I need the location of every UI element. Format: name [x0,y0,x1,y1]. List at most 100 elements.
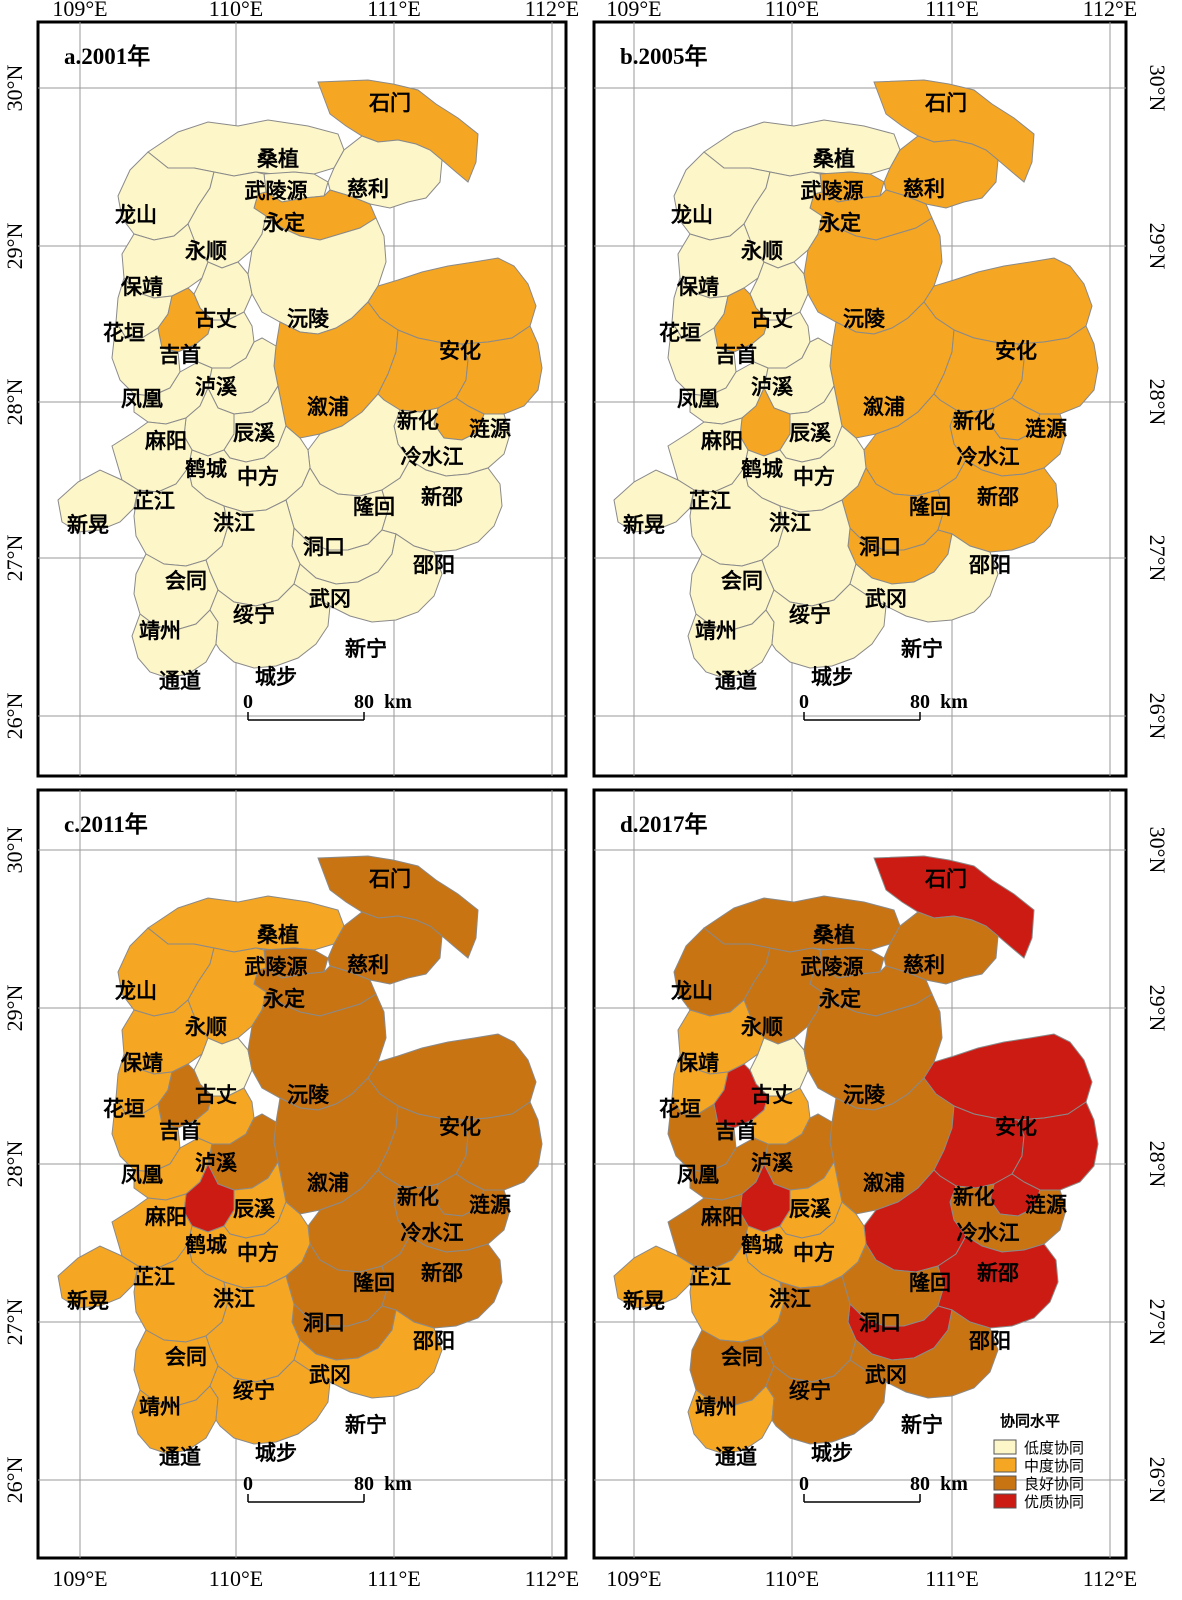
lat-label: 28°N [1145,1141,1170,1188]
place-label: 沅陵 [843,307,886,331]
region-城步 [209,583,331,669]
scale-end: 80 [354,691,374,713]
place-label: 花垣 [103,1097,145,1121]
place-label: 新宁 [345,637,387,661]
region-涟源 [1011,325,1099,415]
lon-label: 112°E [1083,1566,1137,1591]
place-label: 溆浦 [307,395,349,419]
place-label: 武冈 [309,587,351,611]
place-label: 通道 [159,1445,201,1469]
place-label: 新邵 [977,1261,1019,1285]
lat-label: 27°N [2,535,27,582]
place-label: 桑植 [813,923,855,947]
place-label: 芷江 [689,1265,731,1289]
lon-label: 109°E [52,0,107,21]
region-通道 [687,1385,775,1455]
lon-label: 111°E [925,1566,979,1591]
place-label: 辰溪 [789,1197,832,1221]
scale-end: 80 [354,1473,374,1495]
lat-label: 30°N [1145,65,1170,112]
place-label: 洞口 [303,535,345,559]
place-label: 吉首 [159,1119,201,1143]
place-label: 隆回 [909,1271,951,1295]
place-label: 龙山 [115,979,157,1003]
place-label: 城步 [811,665,853,689]
place-label: 泸溪 [751,1151,794,1175]
place-label: 古丈 [195,1083,237,1107]
lon-label: 112°E [1083,0,1137,21]
place-label: 冷水江 [401,1221,464,1245]
lat-label: 30°N [2,827,27,874]
place-label: 永顺 [740,239,783,263]
place-label: 邵阳 [968,1329,1011,1353]
place-label: 麻阳 [700,1205,743,1229]
scale-end: 80 [910,1473,930,1495]
legend-label: 优质协同 [1024,1493,1084,1511]
place-label: 古丈 [751,307,793,331]
place-label: 洞口 [303,1311,345,1335]
place-label: 武陵源 [801,179,864,203]
place-label: 隆回 [909,495,951,519]
place-label: 武陵源 [245,179,308,203]
place-label: 新晃 [67,513,109,537]
place-label: 通道 [715,669,757,693]
place-label: 邵阳 [412,553,455,577]
place-label: 鹤城 [185,1233,227,1257]
lat-label: 29°N [1145,223,1170,270]
lat-label: 30°N [1145,827,1170,874]
lat-label: 29°N [2,223,27,270]
place-label: 龙山 [671,203,713,227]
place-label: 新宁 [901,1413,943,1437]
place-label: 石门 [924,867,967,891]
place-label: 绥宁 [233,603,275,627]
lat-label: 27°N [1145,535,1170,582]
place-label: 中方 [793,1241,835,1265]
place-label: 溆浦 [863,1171,905,1195]
place-label: 安化 [439,339,481,363]
place-label: 麻阳 [144,429,187,453]
place-label: 新邵 [421,1261,463,1285]
region-涟源 [1011,1101,1099,1191]
place-label: 城步 [255,665,297,689]
place-label: 新晃 [623,1289,665,1313]
lat-label: 27°N [2,1299,27,1346]
legend-title: 协同水平 [1000,1412,1060,1430]
place-label: 溆浦 [307,1171,349,1195]
place-label: 鹤城 [741,457,783,481]
place-label: 安化 [995,1115,1037,1139]
place-label: 新晃 [67,1289,109,1313]
place-label: 冷水江 [957,1221,1020,1245]
place-label: 吉首 [715,343,757,367]
place-label: 慈利 [347,177,389,201]
place-label: 洪江 [769,511,811,535]
legend-swatch [993,1493,1017,1509]
lat-label: 26°N [1145,1457,1170,1504]
place-label: 安化 [439,1115,481,1139]
region-城步 [765,583,887,669]
place-label: 邵阳 [412,1329,455,1353]
place-label: 隆回 [353,1271,395,1295]
place-label: 城步 [255,1441,297,1465]
place-label: 中方 [237,465,279,489]
lon-label: 109°E [52,1566,107,1591]
legend-swatch [993,1457,1017,1473]
place-label: 通道 [159,669,201,693]
panel-title: d.2017年 [620,811,708,837]
lon-label: 112°E [525,1566,579,1591]
scale-unit: km [940,1473,968,1495]
place-label: 辰溪 [233,1197,276,1221]
place-label: 靖州 [695,619,737,643]
lon-label: 110°E [209,1566,263,1591]
lon-label: 110°E [765,1566,819,1591]
place-label: 新晃 [623,513,665,537]
place-label: 凤凰 [121,387,163,411]
lon-label: 111°E [367,1566,421,1591]
place-label: 保靖 [676,1051,719,1075]
lon-label: 111°E [925,0,979,21]
place-label: 沅陵 [287,1083,330,1107]
